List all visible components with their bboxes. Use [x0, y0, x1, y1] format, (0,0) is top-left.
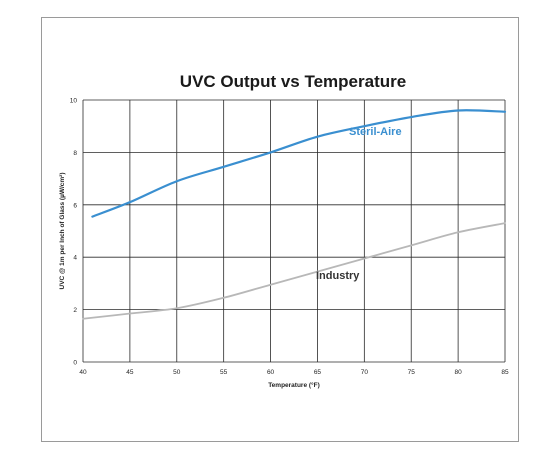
x-tick-label: 70: [361, 369, 369, 376]
x-tick-label: 50: [173, 369, 181, 376]
series-label-industry: Industry: [316, 270, 360, 282]
y-tick-label: 8: [73, 150, 77, 157]
tick-labels: 40 45 50 55 60 65 70 75 80 85 0 2 4 6 8 10: [70, 98, 509, 377]
x-tick-label: 65: [314, 369, 322, 376]
y-tick-label: 6: [73, 202, 77, 209]
chart-frame: [41, 17, 519, 442]
series-line-industry: [82, 222, 506, 320]
x-tick-label: 75: [408, 369, 416, 376]
x-tick-label: 55: [220, 369, 228, 376]
y-tick-label: 2: [73, 307, 77, 314]
y-tick-label: 0: [73, 360, 77, 367]
x-tick-label: 60: [267, 369, 275, 376]
grid: [82, 99, 506, 363]
x-tick-label: 85: [501, 369, 509, 376]
x-tick-label: 45: [126, 369, 134, 376]
y-tick-label: 10: [70, 98, 78, 105]
y-tick-label: 4: [73, 255, 77, 262]
chart-title: UVC Output vs Temperature: [180, 72, 406, 91]
x-tick-label: 80: [454, 369, 462, 376]
x-axis-label: Temperature (°F): [268, 381, 320, 389]
y-axis-label: UVC @ 1m per Inch of Glass (µW/cm²): [59, 173, 66, 290]
series-label-steril-aire: Steril-Aire: [349, 126, 402, 138]
x-tick-label: 40: [79, 369, 87, 376]
series-line-steril-aire: [91, 109, 507, 218]
series-lines: [82, 109, 507, 320]
